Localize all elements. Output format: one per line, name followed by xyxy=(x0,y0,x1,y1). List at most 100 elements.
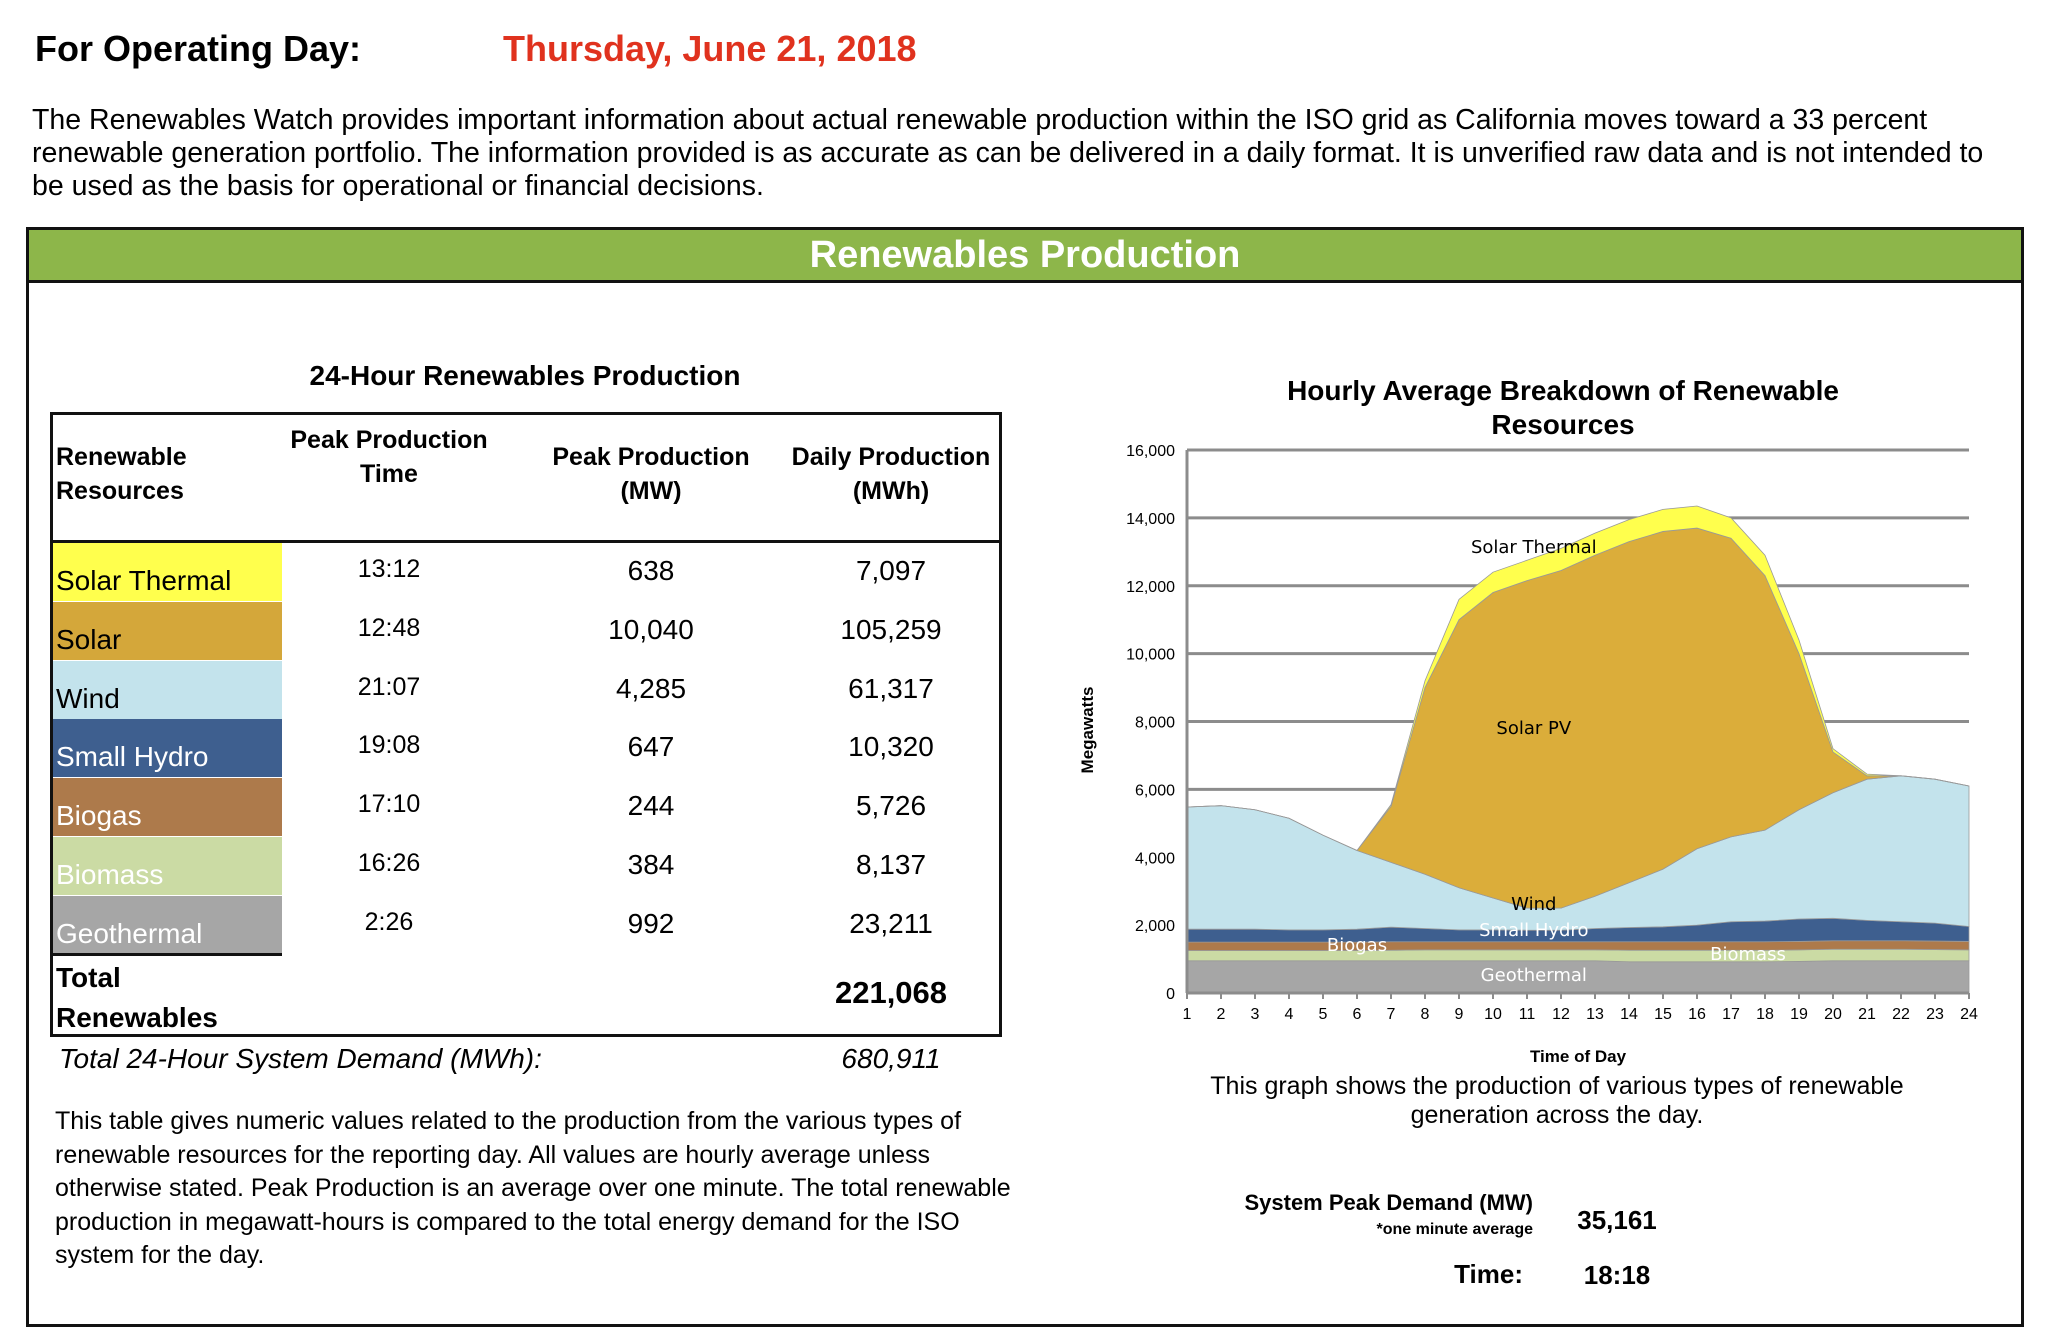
total-value: 221,068 xyxy=(834,975,948,1010)
x-tick-label: 17 xyxy=(1722,1006,1740,1023)
operating-day-label: For Operating Day: xyxy=(35,28,362,69)
peak-mw-cell: 4,285 xyxy=(615,672,687,704)
resource-swatch: Wind xyxy=(53,660,282,719)
y-tick-label: 2,000 xyxy=(1135,918,1175,935)
resource-name: Small Hydro xyxy=(56,741,209,773)
daily-mwh-cell: 10,320 xyxy=(848,731,934,763)
x-tick-label: 3 xyxy=(1251,1006,1260,1023)
header-divider xyxy=(50,540,1002,543)
daily-mwh-cell: 61,317 xyxy=(848,672,934,704)
table-row: Solar 12:48 10,040 105,259 xyxy=(53,601,999,660)
peak-time-cell: 19:08 xyxy=(357,731,421,760)
x-tick-label: 8 xyxy=(1421,1006,1430,1023)
x-tick-label: 24 xyxy=(1960,1006,1978,1023)
peak-time-cell: 13:12 xyxy=(357,555,421,583)
peak-time-cell: 17:10 xyxy=(357,790,421,819)
peak-time-cell: 21:07 xyxy=(357,672,421,701)
y-tick-label: 16,000 xyxy=(1126,443,1175,460)
resource-swatch: Small Hydro xyxy=(53,719,282,778)
table-row: Biogas 17:10 244 5,726 xyxy=(53,778,999,837)
x-tick-label: 6 xyxy=(1353,1006,1362,1023)
x-axis-label: Time of Day xyxy=(1530,1047,1627,1066)
peak-mw-cell: 10,040 xyxy=(608,613,694,645)
operating-day-date: Thursday, June 21, 2018 xyxy=(503,28,917,69)
x-tick-label: 2 xyxy=(1217,1006,1226,1023)
y-tick-label: 4,000 xyxy=(1135,850,1175,867)
peak-time-cell: 2:26 xyxy=(364,907,414,936)
table-row: Geothermal 2:26 992 23,211 xyxy=(53,895,999,954)
series-label: Wind xyxy=(1511,894,1556,915)
peak-time-cell: 16:26 xyxy=(357,849,421,877)
series-label: Biogas xyxy=(1327,935,1387,956)
resource-name: Biogas xyxy=(56,800,142,832)
series-label: Solar PV xyxy=(1496,718,1571,739)
resource-swatch: Solar xyxy=(53,601,282,660)
resource-swatch: Biogas xyxy=(53,778,282,837)
series-label: Small Hydro xyxy=(1479,920,1588,941)
intro-text: The Renewables Watch provides important … xyxy=(32,104,1984,202)
peak-mw-cell: 992 xyxy=(627,907,675,939)
table-title: 24-Hour Renewables Production xyxy=(309,360,741,391)
x-tick-label: 12 xyxy=(1552,1006,1570,1023)
series-label: Geothermal xyxy=(1481,965,1587,986)
x-tick-label: 9 xyxy=(1455,1006,1464,1023)
x-tick-label: 10 xyxy=(1484,1006,1502,1023)
resource-name: Biomass xyxy=(56,859,164,890)
peak-demand-sublabel: *one minute average xyxy=(1376,1221,1534,1238)
y-tick-label: 8,000 xyxy=(1135,715,1175,732)
renewables-table xyxy=(50,412,1002,1037)
table-row: Small Hydro 19:08 647 10,320 xyxy=(53,719,999,778)
peak-time-value: 18:18 xyxy=(1583,1260,1651,1290)
series-label: Solar Thermal xyxy=(1471,537,1597,558)
series-label: Biomass xyxy=(1710,944,1786,965)
daily-mwh-cell: 105,259 xyxy=(840,613,942,645)
total-label: Total Renewables xyxy=(56,962,218,1033)
resource-swatch: Geothermal xyxy=(53,895,282,954)
x-tick-label: 5 xyxy=(1319,1006,1328,1023)
x-tick-label: 11 xyxy=(1519,1006,1536,1023)
y-tick-label: 6,000 xyxy=(1135,782,1175,799)
resource-name: Wind xyxy=(56,682,120,714)
area-biomass xyxy=(1186,948,1970,963)
y-axis-label: Megawatts xyxy=(1078,687,1097,774)
column-header-daily-mwh: Daily Production (MWh) xyxy=(791,443,991,505)
peak-mw-cell: 647 xyxy=(627,731,675,763)
x-tick-label: 13 xyxy=(1586,1006,1604,1023)
demand-label: Total 24-Hour System Demand (MWh): xyxy=(59,1043,542,1074)
row-divider xyxy=(53,953,282,956)
daily-mwh-cell: 5,726 xyxy=(855,790,927,822)
x-tick-label: 14 xyxy=(1620,1006,1638,1023)
column-header-resource: Renewable Resources xyxy=(56,443,187,505)
table-row: Solar Thermal 13:12 638 7,097 xyxy=(53,543,999,601)
chart-title: Hourly Average Breakdown of Renewable Re… xyxy=(1287,375,1839,440)
peak-mw-cell: 638 xyxy=(627,555,675,586)
column-header-peak-mw: Peak Production (MW) xyxy=(552,443,750,505)
peak-mw-cell: 244 xyxy=(627,790,675,822)
resource-name: Solar xyxy=(56,623,122,655)
x-tick-label: 23 xyxy=(1926,1006,1944,1023)
peak-time-cell: 12:48 xyxy=(357,613,421,642)
y-tick-label: 0 xyxy=(1166,986,1175,1003)
x-tick-label: 21 xyxy=(1858,1006,1876,1023)
x-tick-label: 1 xyxy=(1183,1006,1192,1023)
demand-value: 680,911 xyxy=(841,1043,941,1074)
peak-demand-value: 35,161 xyxy=(1577,1205,1657,1235)
section-banner: Renewables Production xyxy=(29,230,2021,283)
x-tick-label: 15 xyxy=(1654,1006,1672,1023)
x-tick-label: 7 xyxy=(1387,1006,1396,1023)
chart-caption: This graph shows the production of vario… xyxy=(1210,1072,1904,1129)
y-tick-label: 14,000 xyxy=(1126,511,1175,528)
x-tick-label: 4 xyxy=(1285,1006,1294,1023)
peak-time-label: Time: xyxy=(1454,1259,1523,1289)
table-row: Biomass 16:26 384 8,137 xyxy=(53,837,999,895)
area-solar-thermal xyxy=(1186,505,1970,851)
peak-mw-cell: 384 xyxy=(627,849,675,880)
x-tick-label: 18 xyxy=(1756,1006,1774,1023)
x-tick-label: 19 xyxy=(1790,1006,1808,1023)
resource-name: Solar Thermal xyxy=(56,565,232,596)
x-tick-label: 22 xyxy=(1892,1006,1910,1023)
table-description: This table gives numeric values related … xyxy=(55,1107,1011,1269)
y-tick-label: 12,000 xyxy=(1126,579,1175,596)
y-tick-label: 10,000 xyxy=(1126,647,1175,664)
